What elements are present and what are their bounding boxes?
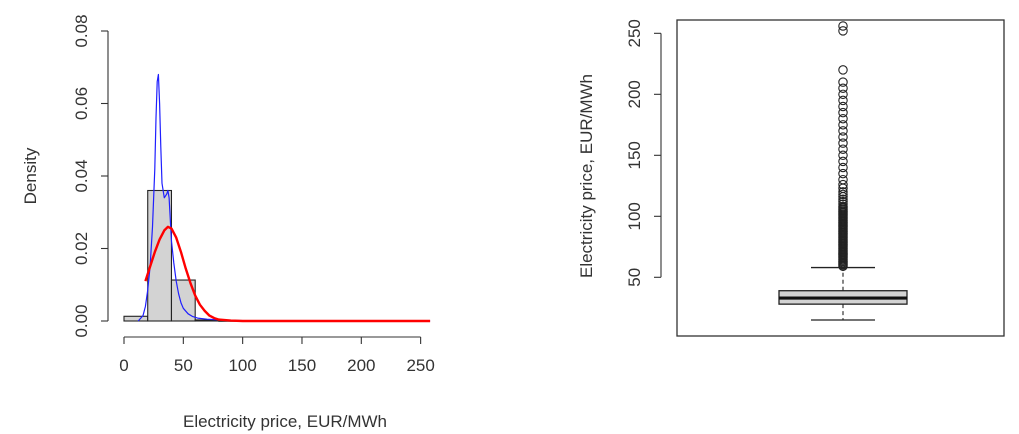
boxplot-panel: 50 100 150 200 250 Electricity price, EUR/MW… xyxy=(577,19,1005,337)
x-tick-label: 100 xyxy=(228,356,256,375)
outlier-point xyxy=(838,156,848,167)
y-axis-label: Density xyxy=(21,147,40,204)
outlier-point xyxy=(838,65,848,75)
outlier-point xyxy=(838,201,848,212)
y-axis: 0.00 0.02 0.04 0.06 0.08 xyxy=(72,14,109,338)
normal-fit-curve xyxy=(144,225,431,323)
density-curves xyxy=(137,73,431,323)
outlier-point xyxy=(838,89,848,100)
x-tick-label: 250 xyxy=(406,356,434,375)
x-tick-label: 50 xyxy=(174,356,193,375)
outlier-point xyxy=(838,196,848,207)
outlier-point xyxy=(838,83,848,93)
histogram-panel: 0 50 100 150 200 250 0.00 0.02 0.04 0.06 0.08 Ele… xyxy=(21,14,435,431)
outlier-point xyxy=(838,101,848,112)
outlier-points xyxy=(838,21,848,272)
outlier-point xyxy=(838,138,848,148)
outlier-point xyxy=(838,144,848,154)
outlier-point xyxy=(838,199,848,209)
box-and-whiskers xyxy=(778,266,908,321)
y-axis-label: Electricity price, EUR/MWh xyxy=(577,74,596,278)
outlier-point xyxy=(838,187,848,197)
x-tick-label: 200 xyxy=(347,356,375,375)
y-axis: 50 100 150 200 250 xyxy=(625,19,662,287)
y-tick-label: 150 xyxy=(625,141,644,169)
y-tick-label: 0.02 xyxy=(72,232,91,265)
outlier-point xyxy=(838,77,848,87)
y-tick-label: 0.06 xyxy=(72,87,91,120)
histogram-bin xyxy=(123,315,149,322)
outlier-point xyxy=(838,26,848,36)
y-tick-label: 0.00 xyxy=(72,304,91,337)
y-tick-label: 0.08 xyxy=(72,14,91,47)
y-tick-label: 200 xyxy=(625,80,644,108)
y-tick-label: 0.04 xyxy=(72,159,91,192)
x-axis: 0 50 100 150 200 250 xyxy=(119,336,435,375)
x-axis-label: Electricity price, EUR/MWh xyxy=(183,412,387,431)
y-tick-label: 250 xyxy=(625,19,644,47)
plot-frame xyxy=(676,19,1005,337)
outlier-point xyxy=(838,168,848,179)
outlier-point xyxy=(838,120,848,130)
y-tick-label: 50 xyxy=(625,268,644,287)
outlier-point xyxy=(838,132,848,142)
y-tick-label: 100 xyxy=(625,202,644,230)
outlier-point xyxy=(838,194,848,204)
outlier-point xyxy=(838,174,848,185)
outlier-point xyxy=(838,95,848,106)
outlier-point xyxy=(838,126,848,136)
outlier-point xyxy=(838,150,848,161)
outlier-point xyxy=(838,162,848,173)
histogram-bin xyxy=(147,189,173,322)
outlier-point xyxy=(838,107,848,118)
x-tick-label: 0 xyxy=(119,356,128,375)
x-tick-label: 150 xyxy=(288,356,316,375)
outlier-point xyxy=(838,189,848,200)
outlier-point xyxy=(838,21,848,31)
outlier-point xyxy=(838,113,848,124)
outlier-point xyxy=(838,179,848,190)
